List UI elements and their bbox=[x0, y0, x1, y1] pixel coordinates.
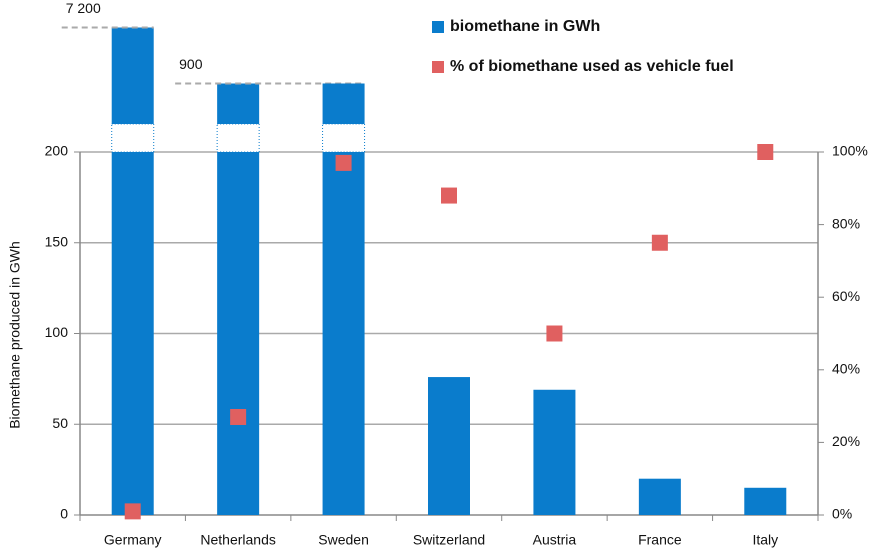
bar-break bbox=[216, 123, 260, 153]
y-tick-label: 100 bbox=[45, 324, 69, 340]
legend-label: biomethane in GWh bbox=[450, 18, 600, 35]
marker bbox=[124, 503, 141, 520]
value-label: 7 200 bbox=[66, 0, 101, 16]
y-tick-label: 0 bbox=[60, 506, 68, 522]
bar-break bbox=[322, 123, 366, 153]
y2-tick-label: 80% bbox=[832, 215, 860, 231]
x-tick-label: Germany bbox=[104, 532, 162, 548]
y2-tick-label: 100% bbox=[832, 143, 868, 159]
value-label: 900 bbox=[179, 56, 203, 72]
y-tick-label: 150 bbox=[45, 233, 69, 249]
bar-upper bbox=[217, 83, 260, 124]
broken-bar bbox=[111, 27, 155, 515]
bar-upper bbox=[111, 27, 154, 124]
legend-swatch bbox=[432, 61, 444, 73]
bar bbox=[744, 487, 787, 515]
x-tick-label: Switzerland bbox=[413, 532, 485, 548]
x-tick-label: Sweden bbox=[318, 532, 369, 548]
x-tick-label: Netherlands bbox=[200, 532, 276, 548]
x-tick-label: Austria bbox=[533, 532, 577, 548]
y2-tick-label: 40% bbox=[832, 361, 860, 377]
x-tick-label: Italy bbox=[752, 532, 778, 548]
broken-bar bbox=[322, 83, 366, 515]
legend-swatch bbox=[432, 21, 444, 33]
y2-tick-label: 0% bbox=[832, 506, 852, 522]
marker bbox=[546, 325, 563, 342]
bar-lower bbox=[111, 152, 154, 515]
bar-upper bbox=[322, 83, 365, 124]
x-tick-label: France bbox=[638, 532, 682, 548]
bar-break bbox=[111, 123, 155, 153]
y-axis-label: Biomethane produced in GWh bbox=[7, 241, 23, 429]
bar-lower bbox=[322, 152, 365, 515]
marker bbox=[757, 144, 774, 160]
broken-bar bbox=[216, 83, 260, 515]
marker bbox=[441, 187, 457, 204]
bar bbox=[638, 478, 681, 515]
y2-tick-label: 60% bbox=[832, 288, 860, 304]
bar bbox=[533, 389, 576, 515]
marker bbox=[651, 234, 668, 251]
bar bbox=[428, 377, 470, 515]
y2-tick-label: 20% bbox=[832, 433, 860, 449]
bar-lower bbox=[217, 152, 260, 515]
y-tick-label: 200 bbox=[45, 143, 69, 159]
y-tick-label: 50 bbox=[52, 415, 68, 431]
marker bbox=[230, 408, 247, 425]
legend-label: % of biomethane used as vehicle fuel bbox=[450, 58, 734, 75]
marker bbox=[335, 154, 352, 171]
